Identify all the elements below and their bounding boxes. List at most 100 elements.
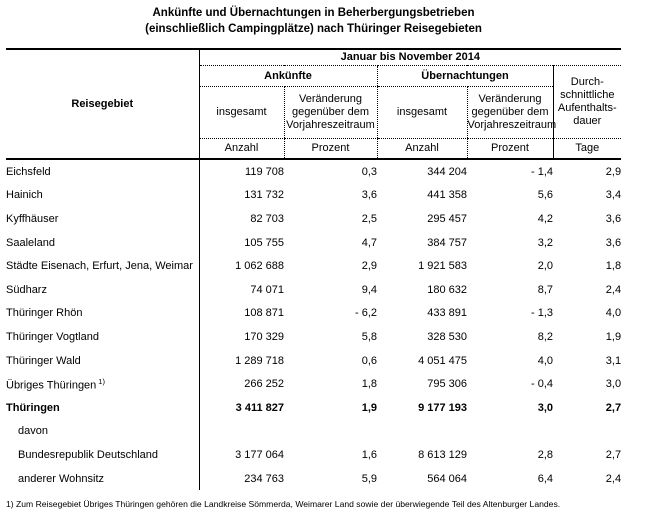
arrivals-change-cell: - 6,2 bbox=[354, 307, 377, 320]
region-cell: Bundesrepublik Deutschland bbox=[6, 443, 200, 467]
overnights-change-cell: 5,6 bbox=[537, 189, 553, 202]
avg-stay-cell: 2,7 bbox=[605, 401, 622, 414]
title-line-1: Ankünfte und Übernachtungen in Beherberg… bbox=[152, 7, 475, 19]
table-row: Südharz 74 071 9,4 180 632 8,7 2,4 bbox=[6, 277, 621, 302]
table-row: Hainich 131 732 3,6 441 358 5,6 3,4 bbox=[6, 183, 622, 208]
avg-stay-cell: 2,9 bbox=[605, 165, 622, 178]
overnights-total-subheader: insgesamt bbox=[376, 86, 467, 139]
overnights-total-cell: 795 306 bbox=[427, 378, 467, 391]
overnights-total-cell bbox=[377, 420, 467, 444]
table-row: Thüringer Vogtland 170 329 5,8 328 530 8… bbox=[6, 325, 621, 349]
period-header: Januar bis November 2014 bbox=[199, 48, 622, 66]
avg-stay-cell: 3,4 bbox=[605, 189, 622, 202]
arrivals-total-cell: 3 177 064 bbox=[235, 448, 284, 461]
arrivals-total-cell: 234 763 bbox=[244, 472, 284, 485]
arrivals-total-cell: 131 732 bbox=[244, 189, 284, 202]
overnights-percent-unit: Prozent bbox=[466, 138, 553, 160]
region-cell: anderer Wohnsitz bbox=[6, 466, 200, 491]
region-name: Thüringen bbox=[6, 401, 60, 414]
arrivals-change-cell: 1,8 bbox=[361, 378, 377, 391]
region-cell: Südharz bbox=[6, 277, 200, 302]
overnights-change-cell: 8,7 bbox=[537, 283, 553, 296]
overnights-change-cell: - 1,3 bbox=[530, 307, 553, 320]
region-cell: Städte Eisenach, Erfurt, Jena, Weimar bbox=[6, 254, 200, 278]
arrivals-group-header: Ankünfte bbox=[199, 65, 377, 87]
overnights-total-cell: 180 632 bbox=[427, 283, 467, 296]
table-body: Eichsfeld 119 708 0,3 344 204 - 1,4 2,9 … bbox=[6, 159, 622, 491]
arrivals-change-cell: 1,9 bbox=[361, 401, 377, 414]
overnights-total-cell: 8 613 129 bbox=[418, 448, 467, 461]
footnote-marker: 1) bbox=[98, 376, 105, 386]
overnights-count-unit: Anzahl bbox=[376, 138, 467, 160]
statistics-table: Reisegebiet Januar bis November 2014 Ank… bbox=[6, 48, 622, 491]
arrivals-total-cell: 105 755 bbox=[244, 236, 284, 249]
region-name: Eichsfeld bbox=[6, 165, 51, 178]
avg-stay-column-header: Durch- schnittliche Aufenthalts- dauer bbox=[552, 65, 622, 139]
arrivals-change-cell: 0,6 bbox=[361, 354, 377, 367]
arrivals-change-cell bbox=[284, 420, 377, 444]
region-name: Bundesrepublik Deutschland bbox=[18, 448, 159, 461]
period-header-row: Reisegebiet Januar bis November 2014 bbox=[6, 48, 622, 160]
region-column-header: Reisegebiet bbox=[6, 48, 200, 160]
arrivals-change-cell: 2,5 bbox=[361, 212, 377, 225]
arrivals-percent-unit: Prozent bbox=[283, 138, 377, 160]
region-name: Städte Eisenach, Erfurt, Jena, Weimar bbox=[6, 260, 193, 273]
overnights-change-cell: 4,0 bbox=[537, 354, 553, 367]
region-name: Übriges Thüringen bbox=[6, 379, 97, 392]
region-cell: Thüringer Vogtland bbox=[6, 325, 200, 349]
region-name: Hainich bbox=[6, 189, 43, 202]
avg-stay-cell: 2,4 bbox=[605, 472, 622, 485]
avg-stay-cell: 4,0 bbox=[605, 307, 622, 320]
overnights-total-cell: 9 177 193 bbox=[418, 401, 467, 414]
overnights-total-cell: 4 051 475 bbox=[418, 354, 467, 367]
arrivals-change-cell: 9,4 bbox=[361, 283, 377, 296]
document-title: Ankünfte und Übernachtungen in Beherberg… bbox=[6, 5, 621, 37]
table-row: Städte Eisenach, Erfurt, Jena, Weimar 1 … bbox=[6, 254, 621, 278]
avg-stay-cell bbox=[553, 420, 621, 444]
overnights-total-cell: 564 064 bbox=[427, 472, 467, 485]
overnights-change-cell: 3,2 bbox=[537, 236, 553, 249]
unit-row: Anzahl Prozent Anzahl Prozent Tage bbox=[6, 138, 622, 160]
arrivals-change-cell: 5,8 bbox=[361, 330, 377, 343]
overnights-change-subheader: Veränderung gegenüber dem Vorjahreszeitr… bbox=[466, 86, 556, 139]
region-cell: Thüringer Wald bbox=[6, 348, 200, 373]
avg-stay-cell: 3,0 bbox=[605, 378, 622, 391]
overnights-total-cell: 384 757 bbox=[427, 236, 467, 249]
table-row: Thüringer Rhön 108 871 - 6,2 433 891 - 1… bbox=[6, 301, 622, 326]
arrivals-total-cell: 108 871 bbox=[244, 307, 284, 320]
overnights-change-cell: 2,0 bbox=[537, 260, 553, 273]
region-cell: Eichsfeld bbox=[6, 159, 200, 184]
arrivals-change-cell: 3,6 bbox=[361, 189, 377, 202]
avg-stay-cell: 2,7 bbox=[605, 448, 622, 461]
arrivals-total-cell: 74 071 bbox=[250, 283, 284, 296]
overnights-total-cell: 433 891 bbox=[427, 307, 467, 320]
days-unit: Tage bbox=[552, 138, 622, 160]
overnights-change-cell: 2,8 bbox=[537, 448, 553, 461]
arrivals-change-cell: 2,9 bbox=[361, 260, 377, 273]
overnights-change-cell: 8,2 bbox=[537, 330, 553, 343]
avg-stay-cell: 3,6 bbox=[605, 236, 622, 249]
arrivals-total-cell: 3 411 827 bbox=[235, 401, 284, 414]
region-name: Saaleland bbox=[6, 236, 55, 249]
overnights-change-cell: - 0,4 bbox=[530, 378, 553, 391]
region-name: Thüringer Vogtland bbox=[6, 330, 99, 343]
table-row: Übriges Thüringen 1) 266 252 1,8 795 306 … bbox=[6, 372, 621, 396]
overnights-total-cell: 1 921 583 bbox=[418, 260, 467, 273]
region-cell: Thüringen bbox=[6, 395, 200, 420]
region-name: Thüringer Wald bbox=[6, 354, 81, 367]
footnote: 1) Zum Reisegebiet Übriges Thüringen geh… bbox=[6, 499, 561, 509]
overnights-change-cell: 4,2 bbox=[537, 212, 553, 225]
table-row: Bundesrepublik Deutschland 3 177 064 1,6… bbox=[6, 443, 621, 467]
overnights-total-cell: 295 457 bbox=[427, 212, 467, 225]
region-cell: Kyffhäuser bbox=[6, 207, 200, 231]
region-cell: Saaleland bbox=[6, 230, 200, 255]
arrivals-total-cell bbox=[199, 420, 284, 444]
region-name: Kyffhäuser bbox=[6, 212, 59, 225]
arrivals-count-unit: Anzahl bbox=[199, 138, 284, 160]
overnights-change-cell bbox=[467, 420, 553, 444]
arrivals-change-cell: 1,6 bbox=[361, 448, 377, 461]
arrivals-change-cell: 4,7 bbox=[361, 236, 377, 249]
arrivals-total-cell: 119 708 bbox=[245, 165, 284, 178]
avg-stay-cell: 1,9 bbox=[605, 330, 622, 343]
